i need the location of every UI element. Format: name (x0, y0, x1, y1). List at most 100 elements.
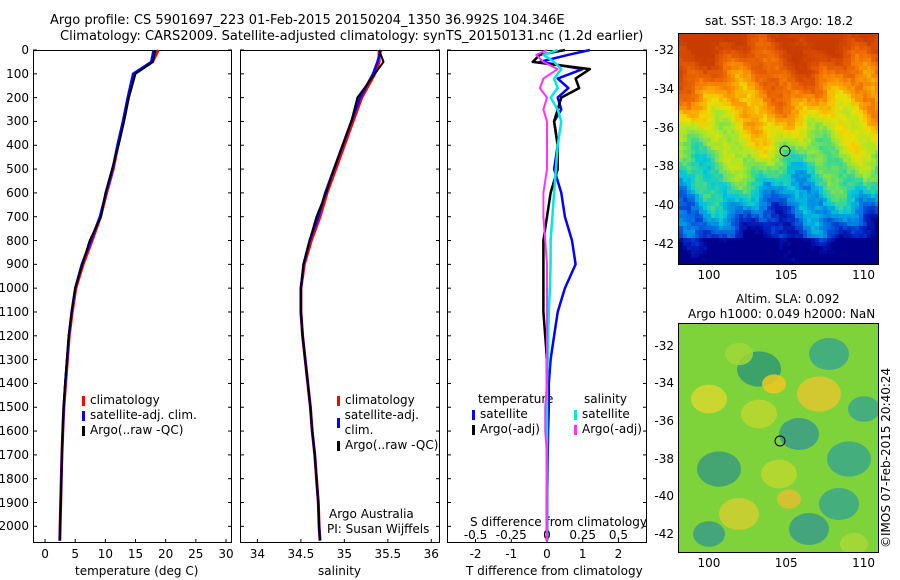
sst-pixel (823, 38, 827, 42)
sst-pixel (775, 118, 779, 122)
sst-pixel (739, 78, 743, 82)
sst-pixel (767, 62, 771, 66)
sst-pixel (771, 98, 775, 102)
sst-pixel (687, 194, 691, 198)
sst-pixel (731, 234, 735, 238)
sst-pixel (779, 238, 783, 242)
sst-pixel (787, 230, 791, 234)
sst-pixel (715, 178, 719, 182)
sst-pixel (823, 246, 827, 250)
depth-tick-label: 400 (6, 138, 29, 153)
sst-pixel (779, 102, 783, 106)
sst-pixel (839, 70, 843, 74)
sst-pixel (715, 218, 719, 222)
sst-pixel (871, 206, 875, 210)
sst-pixel (731, 114, 735, 118)
sst-pixel (807, 186, 811, 190)
sst-pixel (747, 258, 751, 262)
sst-pixel (807, 262, 811, 264)
sst-pixel (707, 254, 711, 258)
sst-pixel (711, 218, 715, 222)
sst-pixel (763, 130, 767, 134)
sst-pixel (715, 254, 719, 258)
sst-pixel (815, 142, 819, 146)
sst-pixel (851, 226, 855, 230)
sst-pixel (703, 194, 707, 198)
sst-pixel (855, 118, 859, 122)
sst-pixel (699, 242, 703, 246)
sst-pixel (835, 134, 839, 138)
sst-pixel (767, 226, 771, 230)
sst-pixel (871, 122, 875, 126)
sst-pixel (731, 170, 735, 174)
sst-pixel (751, 142, 755, 146)
sst-pixel (731, 70, 735, 74)
sst-pixel (795, 230, 799, 234)
sst-pixel (835, 262, 839, 264)
sst-pixel (751, 66, 755, 70)
sst-pixel (827, 238, 831, 242)
sst-pixel (867, 214, 871, 218)
sst-pixel (779, 54, 783, 58)
sst-pixel (871, 70, 875, 74)
sst-pixel (847, 170, 851, 174)
sst-pixel (875, 174, 878, 178)
sst-pixel (775, 98, 779, 102)
sst-pixel (799, 94, 803, 98)
difference-tick: 0 (543, 547, 551, 561)
sst-pixel (755, 102, 759, 106)
sst-pixel (791, 178, 795, 182)
sst-pixel (691, 238, 695, 242)
sst-pixel (851, 150, 855, 154)
sst-pixel (775, 42, 779, 46)
sst-pixel (731, 158, 735, 162)
sst-pixel (819, 222, 823, 226)
sst-pixel (819, 134, 823, 138)
sst-pixel (839, 190, 843, 194)
sst-pixel (775, 142, 779, 146)
sst-pixel (851, 138, 855, 142)
sst-pixel (763, 254, 767, 258)
sst-pixel (711, 122, 715, 126)
sst-pixel (751, 74, 755, 78)
sst-pixel (711, 86, 715, 90)
sst-pixel (807, 162, 811, 166)
sst-pixel (683, 262, 687, 264)
sst-pixel (691, 62, 695, 66)
salinity-tick: 34 (249, 547, 266, 561)
sst-pixel (831, 190, 835, 194)
sst-pixel (743, 254, 747, 258)
sst-pixel (831, 238, 835, 242)
sst-pixel (823, 90, 827, 94)
sst-pixel (731, 174, 735, 178)
sst-pixel (847, 70, 851, 74)
sst-pixel (859, 54, 863, 58)
sst-pixel (823, 186, 827, 190)
sst-pixel (707, 74, 711, 78)
sst-pixel (775, 174, 779, 178)
sst-pixel (695, 102, 699, 106)
sst-pixel (683, 246, 687, 250)
sst-pixel (767, 214, 771, 218)
sst-pixel (767, 186, 771, 190)
sst-pixel (827, 262, 831, 264)
sst-pixel (687, 74, 691, 78)
sst-pixel (875, 202, 878, 206)
sla-eddy (761, 459, 797, 489)
sst-pixel (763, 206, 767, 210)
sst-pixel (859, 234, 863, 238)
sst-pixel (759, 182, 763, 186)
legend-item-satellite: satellite-adj. clim. (337, 408, 439, 438)
sst-pixel (707, 54, 711, 58)
sst-pixel (759, 126, 763, 130)
sst-pixel (743, 122, 747, 126)
sst-pixel (779, 186, 783, 190)
sst-pixel (767, 210, 771, 214)
sst-pixel (723, 178, 727, 182)
sst-pixel (843, 150, 847, 154)
sst-pixel (823, 174, 827, 178)
sst-pixel (839, 106, 843, 110)
sst-pixel (703, 262, 707, 264)
sst-pixel (771, 246, 775, 250)
sst-pixel (727, 42, 731, 46)
